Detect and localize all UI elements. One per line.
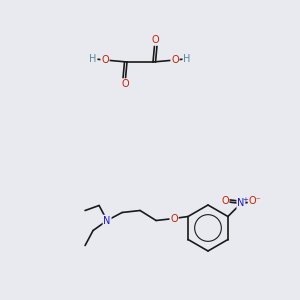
Text: N: N [237,199,244,208]
Text: O: O [101,55,109,65]
Text: O: O [170,214,178,224]
Text: O: O [121,79,129,89]
Text: N: N [103,215,111,226]
Text: H: H [183,54,191,64]
Text: H: H [89,54,97,64]
Text: +: + [242,197,248,203]
Text: O: O [151,35,159,45]
Text: O: O [221,196,229,206]
Text: O⁻: O⁻ [248,196,261,206]
Text: O: O [171,55,179,65]
